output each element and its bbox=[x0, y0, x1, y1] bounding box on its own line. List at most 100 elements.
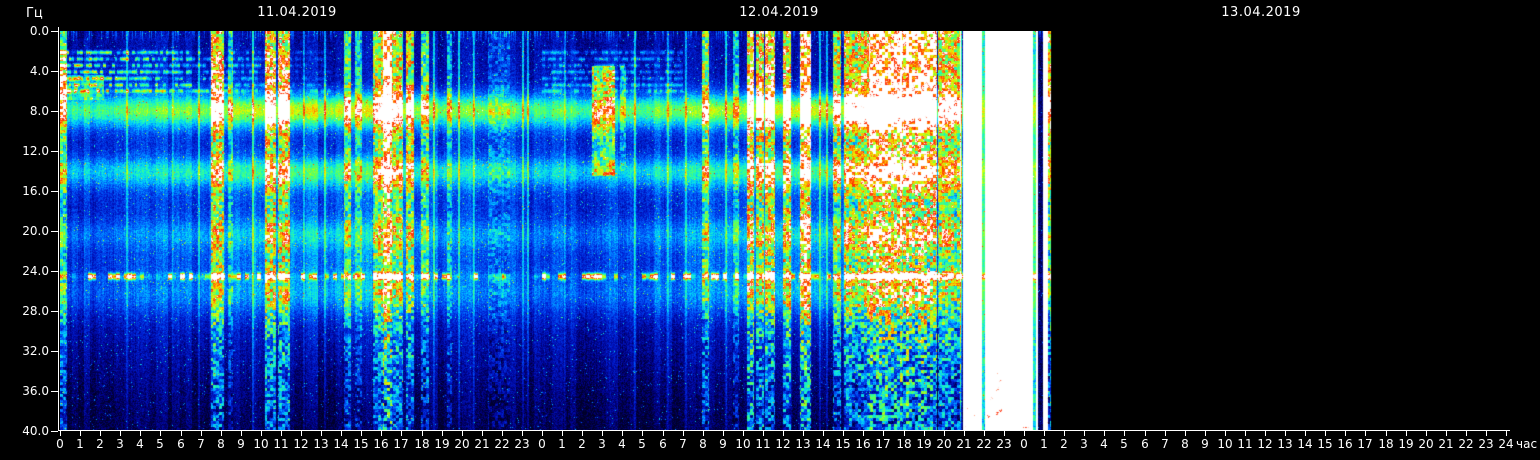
x-tick-label: 7 bbox=[197, 437, 205, 451]
x-tick-label: 0 bbox=[56, 437, 64, 451]
x-tick-mark bbox=[1325, 431, 1326, 436]
x-tick-label: 11 bbox=[755, 437, 771, 451]
x-tick-label: 0 bbox=[538, 437, 546, 451]
x-tick-mark bbox=[1205, 431, 1206, 436]
x-tick-mark bbox=[522, 431, 523, 436]
spectrogram-heatmap-canvas bbox=[60, 31, 1506, 431]
x-tick-label: 23 bbox=[514, 437, 530, 451]
y-tick-mark bbox=[51, 31, 58, 32]
x-tick-mark bbox=[1064, 431, 1065, 436]
x-tick-label: 8 bbox=[1181, 437, 1189, 451]
x-tick-label: 17 bbox=[393, 437, 409, 451]
x-tick-mark bbox=[160, 431, 161, 436]
x-tick-label: 5 bbox=[1120, 437, 1128, 451]
x-tick-mark bbox=[1165, 431, 1166, 436]
x-tick-mark bbox=[462, 431, 463, 436]
x-tick-mark bbox=[381, 431, 382, 436]
y-tick-mark bbox=[51, 431, 58, 432]
x-tick-label: 20 bbox=[936, 437, 952, 451]
x-tick-mark bbox=[321, 431, 322, 436]
x-tick-mark bbox=[442, 431, 443, 436]
x-tick-mark bbox=[1386, 431, 1387, 436]
x-tick-mark bbox=[221, 431, 222, 436]
x-tick-mark bbox=[401, 431, 402, 436]
x-tick-label: 9 bbox=[1201, 437, 1209, 451]
x-tick-mark bbox=[1225, 431, 1226, 436]
y-tick-label: 16.0 bbox=[22, 184, 49, 198]
y-tick-label: 4.0 bbox=[29, 64, 49, 78]
x-tick-label: 19 bbox=[434, 437, 450, 451]
x-tick-label: 7 bbox=[679, 437, 687, 451]
x-tick-label: 23 bbox=[1478, 437, 1494, 451]
x-tick-mark bbox=[904, 431, 905, 436]
x-tick-label: 10 bbox=[1217, 437, 1233, 451]
x-tick-mark bbox=[1466, 431, 1467, 436]
x-tick-mark bbox=[301, 431, 302, 436]
x-tick-mark bbox=[1345, 431, 1346, 436]
x-tick-label: 16 bbox=[1337, 437, 1353, 451]
x-tick-mark bbox=[823, 431, 824, 436]
x-tick-mark bbox=[181, 431, 182, 436]
x-tick-label: 1 bbox=[1040, 437, 1048, 451]
x-tick-label: 18 bbox=[896, 437, 912, 451]
x-tick-label: 22 bbox=[494, 437, 510, 451]
x-tick-mark bbox=[663, 431, 664, 436]
x-tick-label: 7 bbox=[1161, 437, 1169, 451]
x-tick-label: 18 bbox=[1378, 437, 1394, 451]
x-tick-mark bbox=[1004, 431, 1005, 436]
x-tick-label: 17 bbox=[875, 437, 891, 451]
x-tick-label: 12 bbox=[775, 437, 791, 451]
x-tick-label: 1 bbox=[558, 437, 566, 451]
x-tick-label: 12 bbox=[1257, 437, 1273, 451]
x-tick-mark bbox=[1446, 431, 1447, 436]
x-tick-label: 8 bbox=[217, 437, 225, 451]
x-tick-mark bbox=[1124, 431, 1125, 436]
x-tick-label: 11 bbox=[1237, 437, 1253, 451]
y-axis-unit-label: Гц bbox=[26, 6, 43, 21]
x-tick-label: 16 bbox=[855, 437, 871, 451]
y-tick-label: 20.0 bbox=[22, 224, 49, 238]
x-tick-mark bbox=[281, 431, 282, 436]
x-tick-label: 12 bbox=[293, 437, 309, 451]
x-tick-mark bbox=[562, 431, 563, 436]
x-tick-mark bbox=[1145, 431, 1146, 436]
x-tick-mark bbox=[683, 431, 684, 436]
x-tick-mark bbox=[1044, 431, 1045, 436]
x-tick-mark bbox=[783, 431, 784, 436]
y-tick-mark bbox=[51, 271, 58, 272]
x-tick-mark bbox=[703, 431, 704, 436]
x-tick-mark bbox=[261, 431, 262, 436]
x-tick-mark bbox=[1426, 431, 1427, 436]
x-axis-unit-label: час bbox=[1516, 437, 1538, 451]
x-tick-mark bbox=[723, 431, 724, 436]
x-tick-label: 15 bbox=[353, 437, 369, 451]
x-tick-label: 16 bbox=[373, 437, 389, 451]
y-tick-mark bbox=[51, 311, 58, 312]
x-tick-mark bbox=[924, 431, 925, 436]
x-tick-mark bbox=[1185, 431, 1186, 436]
y-tick-mark bbox=[51, 151, 58, 152]
y-tick-label: 40.0 bbox=[22, 424, 49, 438]
x-tick-mark bbox=[1245, 431, 1246, 436]
x-tick-mark bbox=[341, 431, 342, 436]
x-tick-mark bbox=[763, 431, 764, 436]
date-label-day2: 12.04.2019 bbox=[739, 5, 819, 20]
x-tick-label: 15 bbox=[1317, 437, 1333, 451]
x-tick-label: 9 bbox=[719, 437, 727, 451]
x-tick-mark bbox=[1406, 431, 1407, 436]
y-tick-mark bbox=[51, 111, 58, 112]
x-tick-label: 20 bbox=[454, 437, 470, 451]
x-tick-mark bbox=[482, 431, 483, 436]
x-tick-mark bbox=[100, 431, 101, 436]
x-tick-mark bbox=[502, 431, 503, 436]
y-tick-label: 0.0 bbox=[29, 24, 49, 38]
x-tick-mark bbox=[964, 431, 965, 436]
x-tick-mark bbox=[422, 431, 423, 436]
x-tick-mark bbox=[241, 431, 242, 436]
x-tick-mark bbox=[743, 431, 744, 436]
x-tick-label: 10 bbox=[253, 437, 269, 451]
x-tick-label: 22 bbox=[976, 437, 992, 451]
x-tick-label: 14 bbox=[1297, 437, 1313, 451]
x-tick-mark bbox=[80, 431, 81, 436]
